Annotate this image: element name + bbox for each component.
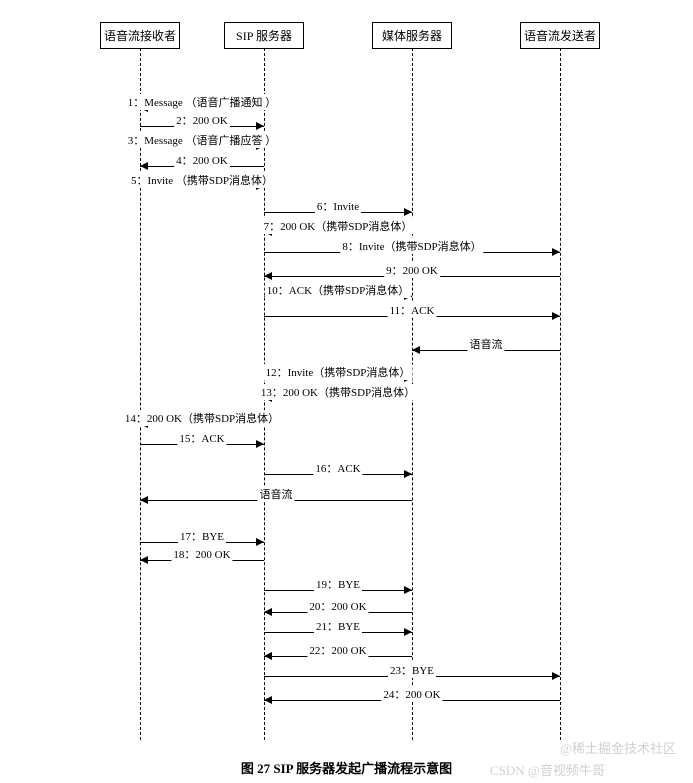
arrow-head-11 — [412, 346, 420, 354]
message-label-2: 3：Message （语音广播应答 ） — [126, 132, 279, 148]
message-label-1: 2：200 OK — [174, 112, 230, 128]
message-label-8: 9：200 OK — [384, 262, 440, 278]
actor-sender: 语音流发送者 — [520, 22, 600, 49]
message-label-0: 1：Message （语音广播通知 ） — [126, 94, 279, 110]
message-label-10: 11：ACK — [388, 302, 437, 318]
message-label-17: 语音流 — [258, 486, 295, 502]
lifeline-sender — [560, 48, 561, 740]
arrow-head-19 — [140, 556, 148, 564]
arrow-head-22 — [404, 628, 412, 636]
message-label-25: 24：200 OK — [381, 686, 442, 702]
arrow-head-25 — [264, 696, 272, 704]
arrow-head-10 — [552, 312, 560, 320]
message-label-18: 17：BYE — [178, 528, 226, 544]
arrow-head-18 — [256, 538, 264, 546]
message-label-19: 18：200 OK — [171, 546, 232, 562]
message-label-15: 15：ACK — [177, 430, 226, 446]
message-label-12: 12：Invite（携带SDP消息体） — [264, 364, 413, 380]
actor-receiver: 语音流接收者 — [100, 22, 180, 49]
arrow-head-15 — [256, 440, 264, 448]
arrow-head-8 — [264, 272, 272, 280]
sequence-diagram: 语音流接收者 SIP 服务器 媒体服务器 语音流发送者 1：Message （语音广播通… — [0, 0, 693, 783]
figure-caption: 图 27 SIP 服务器发起广播流程示意图 — [0, 758, 693, 777]
arrow-head-17 — [140, 496, 148, 504]
message-label-5: 6：Invite — [315, 198, 361, 214]
message-label-21: 20：200 OK — [307, 598, 368, 614]
arrow-head-16 — [404, 470, 412, 478]
message-label-16: 16：ACK — [313, 460, 362, 476]
arrow-head-23 — [264, 652, 272, 660]
message-label-22: 21：BYE — [314, 618, 362, 634]
actor-media: 媒体服务器 — [372, 22, 452, 49]
message-label-6: 7：200 OK（携带SDP消息体） — [262, 218, 415, 234]
message-label-23: 22：200 OK — [307, 642, 368, 658]
message-label-24: 23：BYE — [388, 662, 436, 678]
arrow-head-24 — [552, 672, 560, 680]
arrow-head-3 — [140, 162, 148, 170]
watermark-0: @稀土掘金技术社区 — [560, 738, 676, 757]
message-label-14: 14：200 OK（携带SDP消息体） — [123, 410, 281, 426]
lifeline-receiver — [140, 48, 141, 740]
arrow-head-20 — [404, 586, 412, 594]
arrow-head-21 — [264, 608, 272, 616]
message-label-4: 5：Invite （携带SDP消息体） — [129, 172, 275, 188]
message-label-9: 10：ACK（携带SDP消息体） — [265, 282, 411, 298]
arrow-head-7 — [552, 248, 560, 256]
arrow-head-1 — [256, 122, 264, 130]
message-label-7: 8：Invite（携带SDP消息体） — [340, 238, 483, 254]
message-label-13: 13：200 OK（携带SDP消息体） — [259, 384, 417, 400]
message-label-11: 语音流 — [468, 336, 505, 352]
arrow-head-5 — [404, 208, 412, 216]
message-label-20: 19：BYE — [314, 576, 362, 592]
actor-sip: SIP 服务器 — [224, 22, 304, 49]
message-label-3: 4：200 OK — [174, 152, 230, 168]
